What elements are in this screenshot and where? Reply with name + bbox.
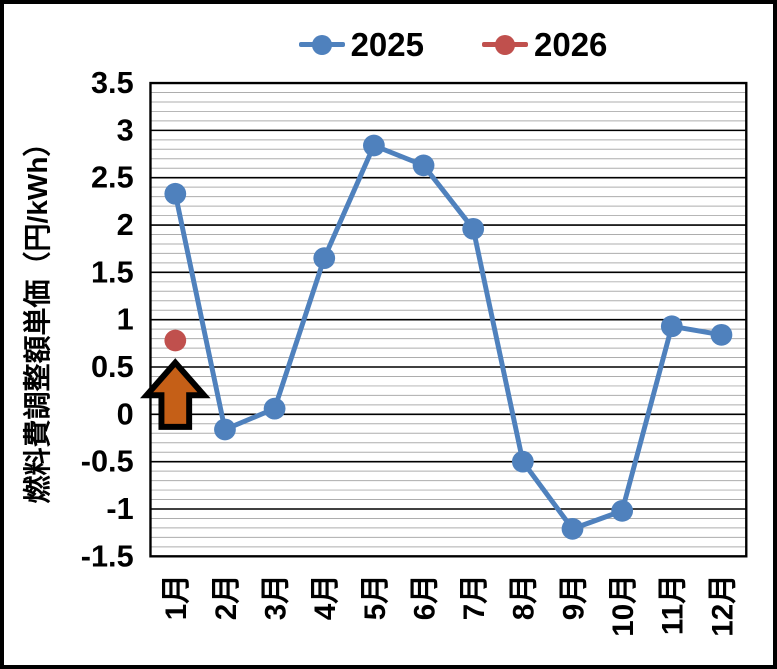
legend-label-2025: 2025 [350,26,424,63]
y-tick-label: 3.5 [91,66,134,100]
marker-2025 [313,247,336,270]
legend-item-2025: 2025 [298,26,424,63]
plot-border [149,81,748,558]
legend-dot-2026 [495,34,515,55]
x-tick-label: 3月 [259,574,292,620]
legend-dot-2025 [311,34,332,55]
x-tick-label: 9月 [557,574,590,620]
plot-area: 3.5 3 2.5 2 1.5 1 0.5 0 -0.5 -1 -1.5 1月 2月 3月 4月 5月 6月 7月… [81,66,748,637]
marker-2025 [710,323,733,346]
y-tick-label: 1.5 [91,255,134,289]
marker-2025 [263,397,286,420]
marker-2025 [462,217,485,240]
legend-label-2026: 2026 [534,26,608,63]
x-tick-label: 10月 [607,574,640,637]
y-tick-label: 2.5 [91,161,134,195]
legend-marker-2025-icon [298,34,345,56]
x-tick-label: 5月 [359,574,392,620]
x-tick-label: 7月 [458,574,491,620]
x-tick-label: 1月 [160,574,193,620]
y-tick-label: -1.5 [81,539,134,573]
y-tick-label: 1 [117,303,134,337]
marker-2026 [164,329,187,352]
x-tick-label: 8月 [508,574,541,620]
marker-2025 [660,315,683,338]
chart-legend: 2025 2026 [152,28,754,61]
legend-marker-2026-icon [482,34,528,56]
marker-2025 [214,418,236,441]
y-tick-label: 2 [117,208,134,242]
x-tick-label: 6月 [408,574,441,620]
x-tick-label: 2月 [210,574,243,620]
marker-2025 [511,450,534,473]
y-tick-label: 0.5 [91,350,134,384]
x-tick-label: 11月 [657,574,690,635]
marker-2025 [611,500,634,522]
marker-2025 [164,182,187,205]
y-tick-label: 0 [117,397,134,431]
legend-item-2026: 2026 [482,28,607,61]
y-tick-label: -1 [106,492,133,526]
y-tick-label: -0.5 [81,445,134,479]
x-tick-label: 4月 [309,574,342,620]
y-tick-label: 3 [117,113,134,147]
up-arrow-annotation [140,358,211,430]
x-tick-label: 12月 [706,574,739,637]
marker-2025 [363,134,385,157]
marker-2025 [561,517,584,540]
marker-2025 [412,154,435,177]
